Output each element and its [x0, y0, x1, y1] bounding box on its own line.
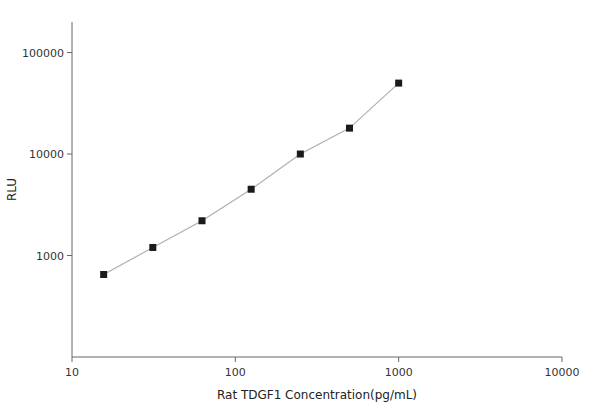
y-axis-line: [72, 22, 73, 357]
x-axis-line: [72, 357, 562, 358]
y-tick-label: 10000: [29, 148, 64, 161]
x-tick-label: 10: [65, 366, 79, 379]
y-tick-label: 1000: [36, 250, 64, 263]
data-point: [248, 186, 255, 193]
x-tick: [235, 357, 236, 362]
data-point: [297, 151, 304, 158]
data-point: [149, 244, 156, 251]
y-axis-label: RLU: [5, 178, 19, 201]
x-tick-label: 1000: [385, 366, 413, 379]
data-point: [198, 217, 205, 224]
data-point: [346, 125, 353, 132]
x-tick-label: 100: [225, 366, 246, 379]
x-tick: [398, 357, 399, 362]
data-point: [395, 80, 402, 87]
y-tick: [67, 52, 72, 53]
y-tick-label: 100000: [22, 47, 64, 60]
x-axis-label: Rat TDGF1 Concentration(pg/mL): [217, 388, 417, 402]
y-tick: [67, 154, 72, 155]
y-axis: 1000 10000 100000: [22, 47, 72, 263]
x-axis: 10 100 1000 10000: [65, 357, 580, 379]
data-line: [104, 83, 399, 274]
plot-area: [100, 80, 402, 278]
y-tick: [67, 255, 72, 256]
x-tick-label: 10000: [545, 366, 580, 379]
chart-container: 10 100 1000 10000 1000 10000 100000 Rat TDGF1 C…: [0, 0, 590, 413]
x-tick: [72, 357, 73, 362]
chart: 10 100 1000 10000 1000 10000 100000 Rat TDGF1 C…: [0, 0, 590, 413]
data-point: [100, 271, 107, 278]
x-tick: [562, 357, 563, 362]
